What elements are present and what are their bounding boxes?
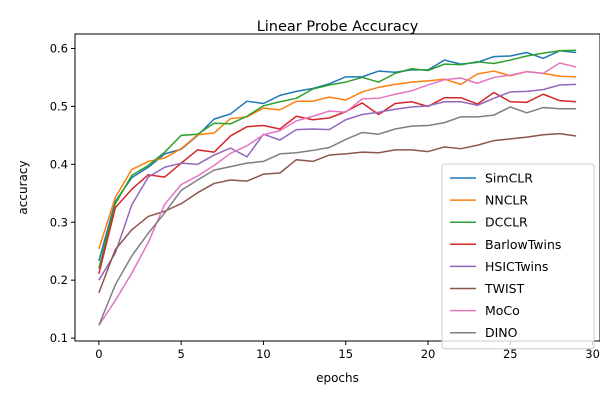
- series-line-dino: [98, 106, 577, 326]
- legend: SimCLR NNCLR DCCLR BarlowTwins HSICTwins TWIS…: [441, 163, 595, 350]
- legend-label-dcclr: DCCLR: [485, 215, 528, 230]
- x-tick-label: 20: [421, 347, 436, 361]
- series-line-twist: [98, 132, 577, 294]
- series-line-hsictwins: [98, 83, 577, 281]
- plot-frame: [74, 33, 600, 342]
- chart-title: Linear Probe Accuracy: [257, 19, 419, 35]
- legend-label-hsictwins: HSICTwins: [485, 259, 548, 274]
- y-tick-label: 0.1: [50, 331, 68, 345]
- x-tick-label: 30: [585, 347, 600, 361]
- x-tick-label: 15: [338, 347, 353, 361]
- series-line-moco: [98, 62, 577, 326]
- y-tick-label: 0.3: [50, 215, 68, 229]
- y-axis-label: accuracy: [16, 160, 30, 214]
- legend-label-barlowtwins: BarlowTwins: [485, 237, 561, 252]
- y-tick-label: 0.4: [50, 157, 68, 171]
- legend-label-dino: DINO: [485, 325, 518, 340]
- y-tick-label: 0.2: [50, 273, 68, 287]
- x-axis-label: epochs: [316, 371, 359, 385]
- series-line-nnclr: [98, 70, 577, 250]
- y-axis: 0.1 0.2 0.3 0.4 0.5 0.6: [50, 41, 75, 345]
- legend-label-nnclr: NNCLR: [485, 193, 528, 208]
- legend-label-simclr: SimCLR: [485, 171, 533, 186]
- legend-label-moco: MoCo: [485, 303, 520, 318]
- x-tick-label: 25: [503, 347, 518, 361]
- legend-box: [441, 163, 595, 350]
- series-line-dcclr: [98, 49, 577, 269]
- legend-label-twist: TWIST: [484, 281, 525, 296]
- series-line-barlowtwins: [98, 91, 577, 274]
- y-tick-label: 0.5: [50, 99, 68, 113]
- x-tick-label: 0: [95, 347, 102, 361]
- x-tick-label: 5: [177, 347, 184, 361]
- y-tick-label: 0.6: [50, 41, 68, 55]
- series-lines: [98, 49, 577, 326]
- x-tick-label: 10: [256, 347, 271, 361]
